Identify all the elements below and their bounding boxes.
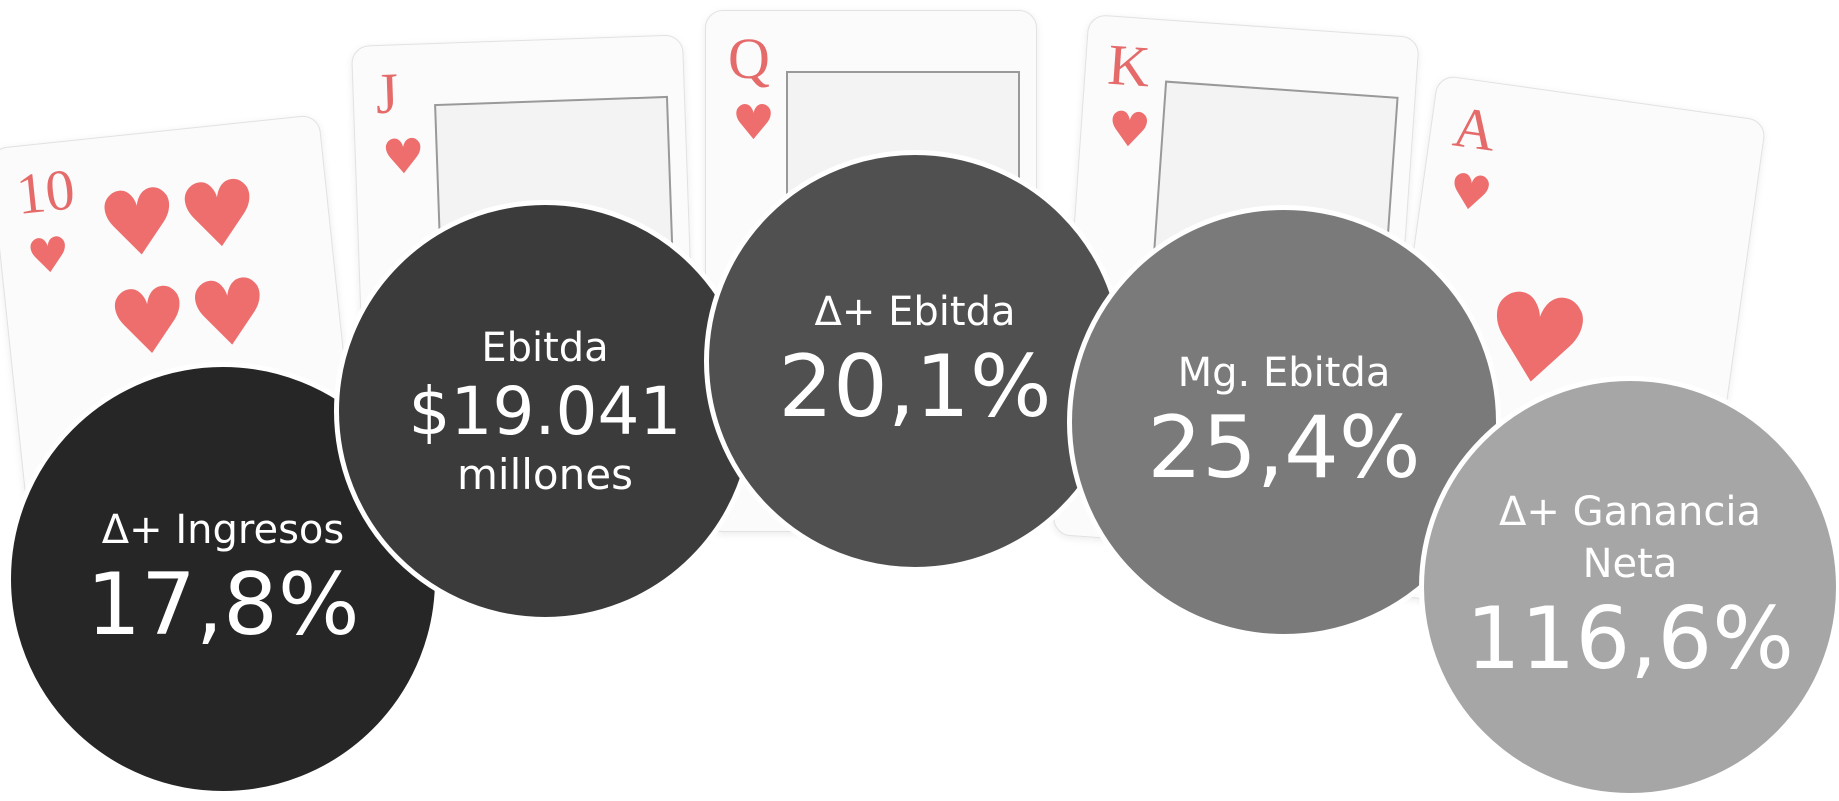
kpi-value: 17,8%: [86, 556, 359, 655]
page: 10 ♥ ♥♥♥♥ J ♥ Q ♥ K ♥ A ♥ ♥ Δ+ Ingresos …: [0, 0, 1839, 801]
kpi-label: Δ+ Ganancia Neta: [1490, 486, 1770, 590]
kpi-label: Δ+ Ingresos: [102, 504, 344, 556]
card-suit: ♥: [732, 95, 775, 151]
kpi-value: 20,1%: [778, 338, 1051, 437]
kpi-circle: Δ+ Ebitda 20,1%: [704, 150, 1126, 572]
card-suit: ♥: [1445, 162, 1495, 223]
card-pips: ♥♥♥♥: [93, 162, 274, 376]
card-rank: J: [375, 59, 400, 127]
card-rank: Q: [728, 25, 770, 92]
kpi-label: Mg. Ebitda: [1178, 347, 1391, 399]
kpi-value: $19.041: [409, 374, 682, 450]
kpi-circle: Ebitda $19.041 millones: [334, 200, 756, 622]
kpi-label: Δ+ Ebitda: [815, 286, 1016, 338]
card-rank: K: [1106, 31, 1152, 101]
card-suit: ♥: [1106, 101, 1153, 160]
card-suit: ♥: [381, 128, 426, 185]
card-rank: 10: [13, 155, 78, 228]
kpi-value: 116,6%: [1466, 590, 1794, 689]
kpi-label: Ebitda: [481, 322, 608, 374]
kpi-value: 25,4%: [1147, 399, 1420, 498]
kpi-circle: Δ+ Ganancia Neta 116,6%: [1419, 376, 1839, 798]
kpi-unit: millones: [457, 450, 633, 500]
card-rank: A: [1449, 92, 1500, 164]
card-suit: ♥: [24, 226, 73, 286]
